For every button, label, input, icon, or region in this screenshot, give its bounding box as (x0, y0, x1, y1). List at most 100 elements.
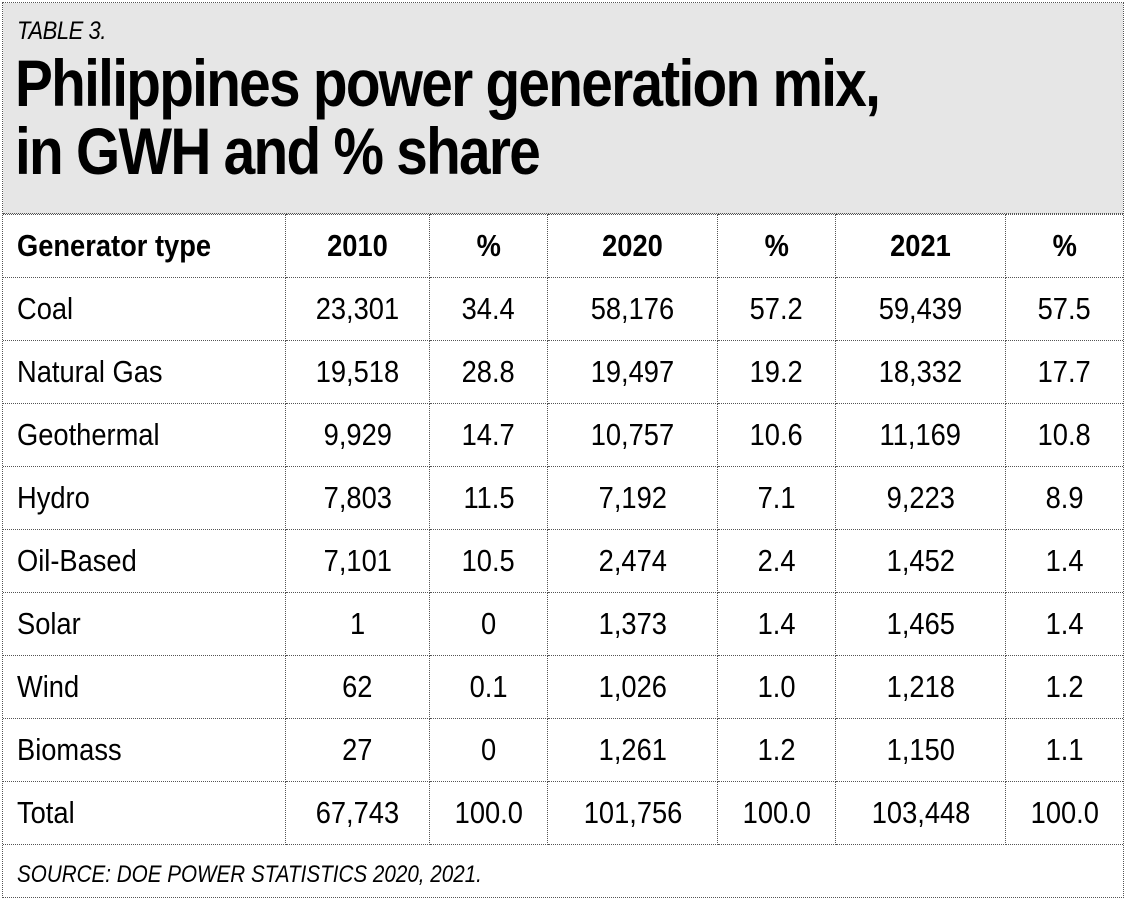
cell-text: 10.6 (750, 417, 804, 452)
table-cell: Oil-Based (3, 529, 286, 593)
table-cell: Hydro (3, 466, 286, 530)
cell-text: 1,373 (598, 606, 667, 641)
table-cell: 7,101 (284, 529, 431, 593)
column-header: % (717, 214, 837, 278)
cell-text: 1.2 (1045, 669, 1084, 704)
cell-text: 100.0 (742, 795, 811, 830)
cell-text: 0.1 (469, 669, 508, 704)
table-cell: 58,176 (547, 277, 719, 341)
cell-text: 0 (480, 732, 497, 767)
table-cell: 1.4 (1005, 529, 1123, 593)
table-cell: 8.9 (1005, 466, 1123, 530)
cell-text: 17.7 (1038, 354, 1092, 389)
cell-text: 8.9 (1045, 480, 1084, 515)
table-cell: 19,518 (284, 340, 431, 404)
cell-text: 101,756 (583, 795, 682, 830)
cell-text: 1.4 (757, 606, 796, 641)
table-cell: 0.1 (429, 655, 549, 719)
cell-text: Wind (17, 669, 80, 704)
column-header-text: % (1052, 228, 1077, 263)
column-header-text: % (476, 228, 501, 263)
column-header-text: % (764, 228, 789, 263)
cell-text: 10.8 (1038, 417, 1092, 452)
table-cell: 19,497 (547, 340, 719, 404)
table-row: Natural Gas 19,518 28.8 19,497 19.2 18,332 17.… (3, 340, 1123, 404)
cell-text: 9,223 (886, 480, 955, 515)
cell-text: 10.5 (462, 543, 516, 578)
cell-text: 11,169 (879, 417, 962, 452)
cell-text: Solar (17, 606, 81, 641)
cell-text: 1,452 (886, 543, 955, 578)
table-cell: 1.2 (717, 718, 837, 782)
table-row: Oil-Based 7,101 10.5 2,474 2.4 1,452 1.4 (3, 529, 1123, 593)
column-header-text: Generator type (17, 228, 212, 263)
title-line-1: Philippines power generation mix, (15, 46, 881, 120)
table-cell: 34.4 (429, 277, 549, 341)
table-cell: 1.4 (1005, 592, 1123, 656)
column-header-text: 2010 (327, 228, 388, 263)
cell-text: 19,497 (590, 354, 675, 389)
cell-text: 1.0 (757, 669, 796, 704)
table-cell: 100.0 (1005, 781, 1123, 845)
table-cell: 2,474 (547, 529, 719, 593)
cell-text: 1.4 (1045, 543, 1084, 578)
table-cell: 10,757 (547, 403, 719, 467)
table-row: Wind 62 0.1 1,026 1.0 1,218 1.2 (3, 655, 1123, 719)
cell-text: 27 (342, 732, 373, 767)
table-cell: 1,150 (835, 718, 1007, 782)
table-cell: 7.1 (717, 466, 837, 530)
table-cell: 1.1 (1005, 718, 1123, 782)
source-note: SOURCE: DOE POWER STATISTICS 2020, 2021. (17, 861, 482, 888)
cell-text: 1,218 (886, 669, 955, 704)
cell-text: Total (17, 795, 75, 830)
table-cell: 101,756 (547, 781, 719, 845)
table-row: Geothermal 9,929 14.7 10,757 10.6 11,169 10.8 (3, 403, 1123, 467)
cell-text: Natural Gas (17, 354, 163, 389)
table-cell: 9,223 (835, 466, 1007, 530)
table-cell: 0 (429, 592, 549, 656)
cell-text: 7,101 (323, 543, 392, 578)
table-cell: 9,929 (284, 403, 431, 467)
table-cell: 103,448 (835, 781, 1007, 845)
table-figure: TABLE 3. Philippines power generation mi… (2, 2, 1124, 898)
title-line-2: in GWH and % share (15, 114, 541, 188)
table-cell: 1,465 (835, 592, 1007, 656)
table-row: Total 67,743 100.0 101,756 100.0 103,448 100.0 (3, 781, 1123, 845)
table-cell: 1,373 (547, 592, 719, 656)
table-row: Biomass 27 0 1,261 1.2 1,150 1.1 (3, 718, 1123, 782)
table-header-panel: TABLE 3. Philippines power generation mi… (3, 3, 1123, 214)
table-cell: 1.0 (717, 655, 837, 719)
cell-text: Oil-Based (17, 543, 137, 578)
table-cell: 7,803 (284, 466, 431, 530)
table-cell: 1,026 (547, 655, 719, 719)
table-cell: Geothermal (3, 403, 286, 467)
cell-text: 59,439 (878, 291, 963, 326)
cell-text: 100.0 (454, 795, 523, 830)
table-cell: 19.2 (717, 340, 837, 404)
table-cell: Natural Gas (3, 340, 286, 404)
cell-text: 57.2 (750, 291, 804, 326)
table-cell: 27 (284, 718, 431, 782)
cell-text: 1.2 (757, 732, 796, 767)
table-cell: Coal (3, 277, 286, 341)
cell-text: 1,150 (886, 732, 955, 767)
column-header: Generator type (3, 214, 286, 278)
table-cell: Biomass (3, 718, 286, 782)
cell-text: 19.2 (750, 354, 804, 389)
cell-text: 100.0 (1030, 795, 1099, 830)
cell-text: 7,192 (598, 480, 667, 515)
table-row: Solar 1 0 1,373 1.4 1,465 1.4 (3, 592, 1123, 656)
cell-text: 58,176 (590, 291, 675, 326)
table-cell: 67,743 (284, 781, 431, 845)
table-cell: 1,261 (547, 718, 719, 782)
table-cell: Solar (3, 592, 286, 656)
table-cell: 2.4 (717, 529, 837, 593)
column-header-text: 2021 (890, 228, 952, 263)
cell-text: 19,518 (315, 354, 400, 389)
cell-text: 1,026 (598, 669, 667, 704)
table-cell: 10.5 (429, 529, 549, 593)
cell-text: 67,743 (315, 795, 400, 830)
table-row: Hydro 7,803 11.5 7,192 7.1 9,223 8.9 (3, 466, 1123, 530)
table-cell: 23,301 (284, 277, 431, 341)
table-title: Philippines power generation mix, in GWH… (15, 46, 881, 188)
